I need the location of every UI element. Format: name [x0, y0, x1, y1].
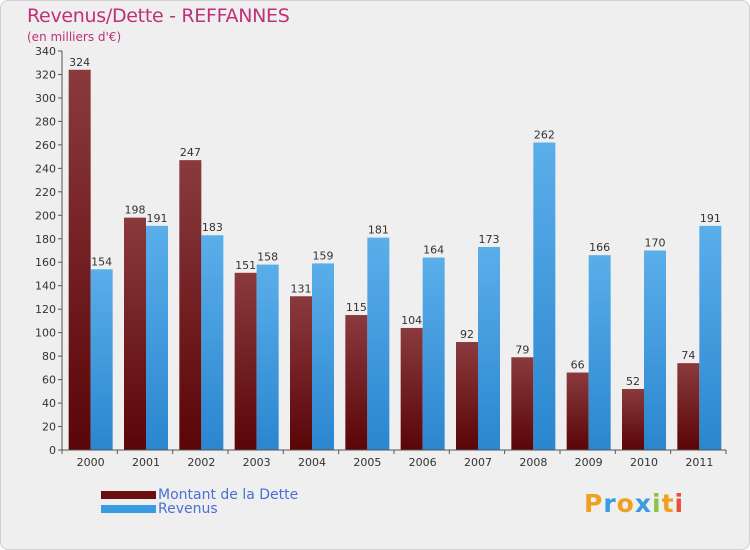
value-label-revenus: 181 [368, 224, 389, 237]
legend-swatch-dette [101, 491, 156, 499]
y-tick-label: 0 [49, 444, 56, 457]
value-label-revenus: 154 [91, 255, 112, 268]
bar-dette [68, 69, 91, 450]
y-axis: 0 20 40 60 80 100 120 140 160 180 200 220 240 260 280 3… [35, 45, 63, 457]
y-tick-label: 40 [42, 397, 56, 410]
value-label-revenus: 170 [645, 237, 666, 250]
bar-revenus [644, 250, 666, 450]
value-label-revenus: 191 [147, 212, 168, 225]
legend-item-revenus: Revenus [101, 501, 218, 517]
x-tick-label: 2005 [353, 456, 381, 469]
proxiti-logo: Proxiti [584, 489, 684, 518]
y-tick-label: 60 [42, 374, 56, 387]
bar-revenus [422, 257, 445, 450]
logo-letter: t [661, 489, 675, 518]
x-tick-label: 2010 [630, 456, 658, 469]
bar-revenus [201, 235, 224, 450]
x-tick-label: 2009 [575, 456, 603, 469]
value-label-revenus: 262 [534, 129, 555, 142]
y-tick-label: 100 [35, 327, 56, 340]
logo-letter: o [616, 489, 635, 518]
bar-revenus [90, 269, 113, 450]
bar-revenus [478, 246, 500, 450]
value-label-dette: 324 [69, 56, 90, 69]
x-tick-label: 2000 [77, 456, 105, 469]
y-tick-label: 260 [35, 139, 56, 152]
bar-revenus [533, 142, 556, 451]
logo-letter: i [652, 489, 662, 518]
bars: 3241541981912471831511581311591151811041… [68, 56, 722, 451]
bar-dette [234, 272, 257, 450]
value-label-dette: 79 [515, 343, 529, 356]
logo-letter: x [634, 489, 652, 518]
x-tick-label: 2002 [187, 456, 215, 469]
y-tick-label: 80 [42, 350, 56, 363]
x-tick-label: 2003 [243, 456, 271, 469]
bar-dette [677, 363, 700, 450]
x-tick-label: 2004 [298, 456, 326, 469]
logo-letter: i [674, 489, 685, 518]
bar-dette [345, 315, 368, 450]
x-tick-label: 2001 [132, 456, 160, 469]
y-tick-label: 280 [35, 115, 56, 128]
y-tick-label: 140 [35, 280, 56, 293]
bar-revenus [146, 225, 168, 450]
x-axis: 2000 2001 2002 2003 2004 2005 2006 2007 2008 2009… [61, 449, 727, 469]
value-label-revenus: 166 [589, 241, 610, 254]
value-label-dette: 198 [125, 204, 146, 217]
y-tick-label: 120 [35, 303, 56, 316]
bar-revenus [256, 264, 279, 450]
bar-revenus [367, 237, 390, 450]
x-tick-label: 2007 [464, 456, 492, 469]
bar-dette [179, 160, 202, 450]
value-label-revenus: 158 [257, 251, 278, 264]
y-tick-label: 20 [42, 421, 56, 434]
bar-dette [400, 327, 423, 450]
value-label-revenus: 164 [423, 244, 444, 257]
chart-subtitle: (en milliers d'€) [27, 30, 122, 44]
y-tick-label: 160 [35, 256, 56, 269]
chart-title: Revenus/Dette - REFFANNES [27, 5, 290, 27]
legend-label-dette: Montant de la Dette [158, 487, 299, 503]
y-tick-label: 220 [35, 186, 56, 199]
bar-dette [511, 357, 534, 450]
value-label-dette: 131 [291, 282, 312, 295]
legend-swatch-revenus [101, 505, 156, 513]
bar-dette [290, 296, 312, 450]
bar-revenus [312, 263, 334, 450]
logo-letter: P [584, 489, 604, 518]
value-label-dette: 104 [401, 314, 422, 327]
value-label-dette: 92 [460, 328, 474, 341]
value-label-dette: 151 [235, 259, 256, 272]
value-label-dette: 74 [681, 349, 695, 362]
value-label-revenus: 191 [700, 212, 721, 225]
y-tick-label: 200 [35, 209, 56, 222]
value-label-revenus: 183 [202, 221, 223, 234]
y-tick-label: 240 [35, 162, 56, 175]
value-label-dette: 52 [626, 375, 640, 388]
bar-dette [622, 388, 644, 450]
x-tick-label: 2008 [519, 456, 547, 469]
bar-dette [456, 342, 478, 450]
value-label-dette: 247 [180, 146, 201, 159]
bar-dette [566, 372, 589, 450]
bar-dette [124, 217, 146, 450]
value-label-revenus: 173 [479, 233, 500, 246]
bar-revenus [588, 255, 611, 450]
x-tick-label: 2011 [685, 456, 713, 469]
y-tick-label: 320 [35, 68, 56, 81]
value-label-revenus: 159 [313, 249, 334, 262]
logo-letter: r [603, 489, 617, 518]
bar-revenus [699, 225, 722, 450]
value-label-dette: 66 [571, 359, 585, 372]
value-label-dette: 115 [346, 301, 367, 314]
y-tick-label: 300 [35, 92, 56, 105]
x-tick-label: 2006 [409, 456, 437, 469]
y-tick-label: 340 [35, 45, 56, 58]
legend-label-revenus: Revenus [158, 501, 218, 517]
y-tick-label: 180 [35, 233, 56, 246]
legend-item-dette: Montant de la Dette [101, 487, 298, 503]
